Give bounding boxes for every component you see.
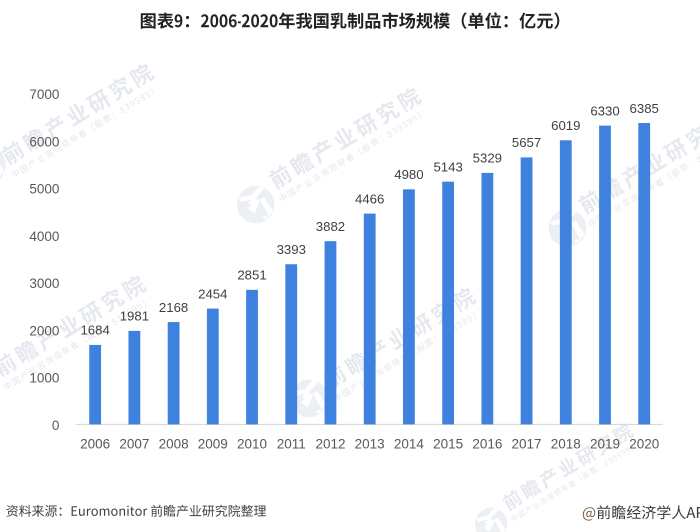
svg-text:1000: 1000 <box>29 371 59 386</box>
svg-text:3882: 3882 <box>316 219 345 234</box>
svg-text:6019: 6019 <box>551 118 580 133</box>
svg-text:2019: 2019 <box>590 437 620 452</box>
svg-text:2017: 2017 <box>512 437 542 452</box>
svg-text:2015: 2015 <box>433 437 463 452</box>
svg-text:4980: 4980 <box>394 167 423 182</box>
svg-text:2168: 2168 <box>159 300 188 315</box>
svg-text:2018: 2018 <box>551 437 581 452</box>
svg-text:6385: 6385 <box>630 101 659 116</box>
svg-text:2011: 2011 <box>277 437 306 452</box>
svg-text:5657: 5657 <box>512 135 541 150</box>
svg-text:2016: 2016 <box>472 437 502 452</box>
svg-text:7000: 7000 <box>29 87 59 102</box>
svg-text:2454: 2454 <box>198 286 227 301</box>
svg-text:2008: 2008 <box>159 437 189 452</box>
svg-text:0: 0 <box>52 418 60 433</box>
svg-text:3000: 3000 <box>29 276 59 291</box>
svg-text:2012: 2012 <box>315 437 345 452</box>
svg-text:5000: 5000 <box>29 182 59 197</box>
svg-text:6000: 6000 <box>29 134 59 149</box>
svg-text:3393: 3393 <box>277 242 306 257</box>
svg-text:2013: 2013 <box>355 437 385 452</box>
svg-text:1981: 1981 <box>120 309 149 324</box>
svg-text:2020: 2020 <box>629 437 659 452</box>
svg-text:1684: 1684 <box>80 323 109 338</box>
svg-text:2000: 2000 <box>29 323 59 338</box>
svg-text:2014: 2014 <box>394 437 425 452</box>
svg-text:6330: 6330 <box>590 103 619 118</box>
svg-text:2010: 2010 <box>237 437 267 452</box>
svg-text:2851: 2851 <box>237 268 266 283</box>
svg-text:5329: 5329 <box>473 151 502 166</box>
svg-text:4466: 4466 <box>355 191 384 206</box>
svg-text:2006: 2006 <box>80 437 110 452</box>
svg-text:2007: 2007 <box>119 437 149 452</box>
svg-text:4000: 4000 <box>29 229 59 244</box>
svg-text:5143: 5143 <box>433 159 462 174</box>
svg-text:2009: 2009 <box>198 437 228 452</box>
